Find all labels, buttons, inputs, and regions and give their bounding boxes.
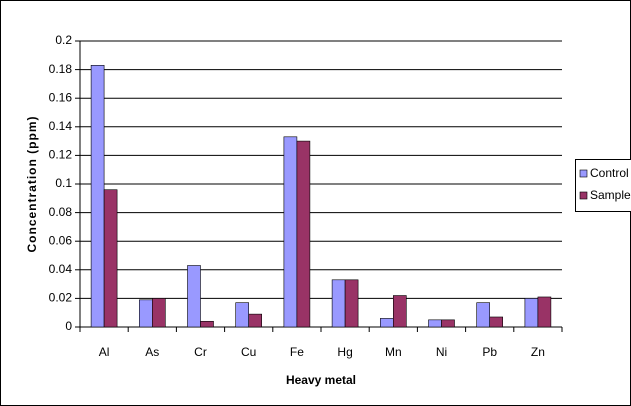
x-tick-label: Hg — [337, 345, 352, 359]
legend-label: Sample — [590, 188, 631, 202]
y-tick-label: 0.12 — [49, 148, 73, 162]
x-axis-title: Heavy metal — [286, 373, 356, 387]
y-tick-label: 0.08 — [49, 205, 73, 219]
legend-label: Control — [590, 166, 629, 180]
bar — [296, 140, 311, 328]
y-tick-label: 0.04 — [49, 262, 73, 276]
y-tick-label: 0 — [65, 319, 72, 333]
bar — [90, 65, 105, 328]
x-tick-label: Fe — [290, 345, 304, 359]
bar — [476, 302, 491, 328]
x-tick-label: Zn — [531, 345, 545, 359]
y-tick-label: 0.02 — [49, 291, 73, 305]
bar — [344, 279, 359, 328]
x-tick-label: Ni — [436, 345, 447, 359]
legend-swatch — [579, 169, 588, 178]
legend-swatch — [579, 191, 588, 200]
bar — [103, 189, 118, 328]
bar — [489, 316, 504, 328]
y-tick-label: 0.16 — [49, 90, 73, 104]
bar — [428, 319, 442, 328]
bar — [441, 319, 455, 328]
x-tick-label: As — [145, 345, 159, 359]
x-tick-label: Mn — [385, 345, 402, 359]
bar — [187, 265, 201, 328]
bar — [200, 320, 214, 328]
bar — [235, 302, 249, 328]
bar — [392, 295, 407, 328]
bar — [139, 299, 153, 328]
bar — [248, 313, 262, 328]
y-tick-label: 0.1 — [55, 176, 72, 190]
x-tick-label: Cu — [241, 345, 256, 359]
y-axis-title: Concentration (ppm) — [25, 116, 39, 253]
legend-box — [575, 159, 631, 212]
y-tick-label: 0.14 — [49, 119, 73, 133]
x-tick-label: Cr — [194, 345, 207, 359]
bar — [379, 318, 394, 328]
bar — [524, 298, 539, 328]
x-tick-label: Al — [99, 345, 110, 359]
y-tick-label: 0.18 — [49, 62, 73, 76]
y-tick-label: 0.2 — [55, 33, 72, 47]
bar — [537, 296, 552, 328]
y-tick-label: 0.06 — [49, 233, 73, 247]
x-tick-label: Pb — [482, 345, 497, 359]
bar — [152, 298, 166, 328]
bar — [331, 279, 346, 328]
bar — [283, 136, 298, 328]
